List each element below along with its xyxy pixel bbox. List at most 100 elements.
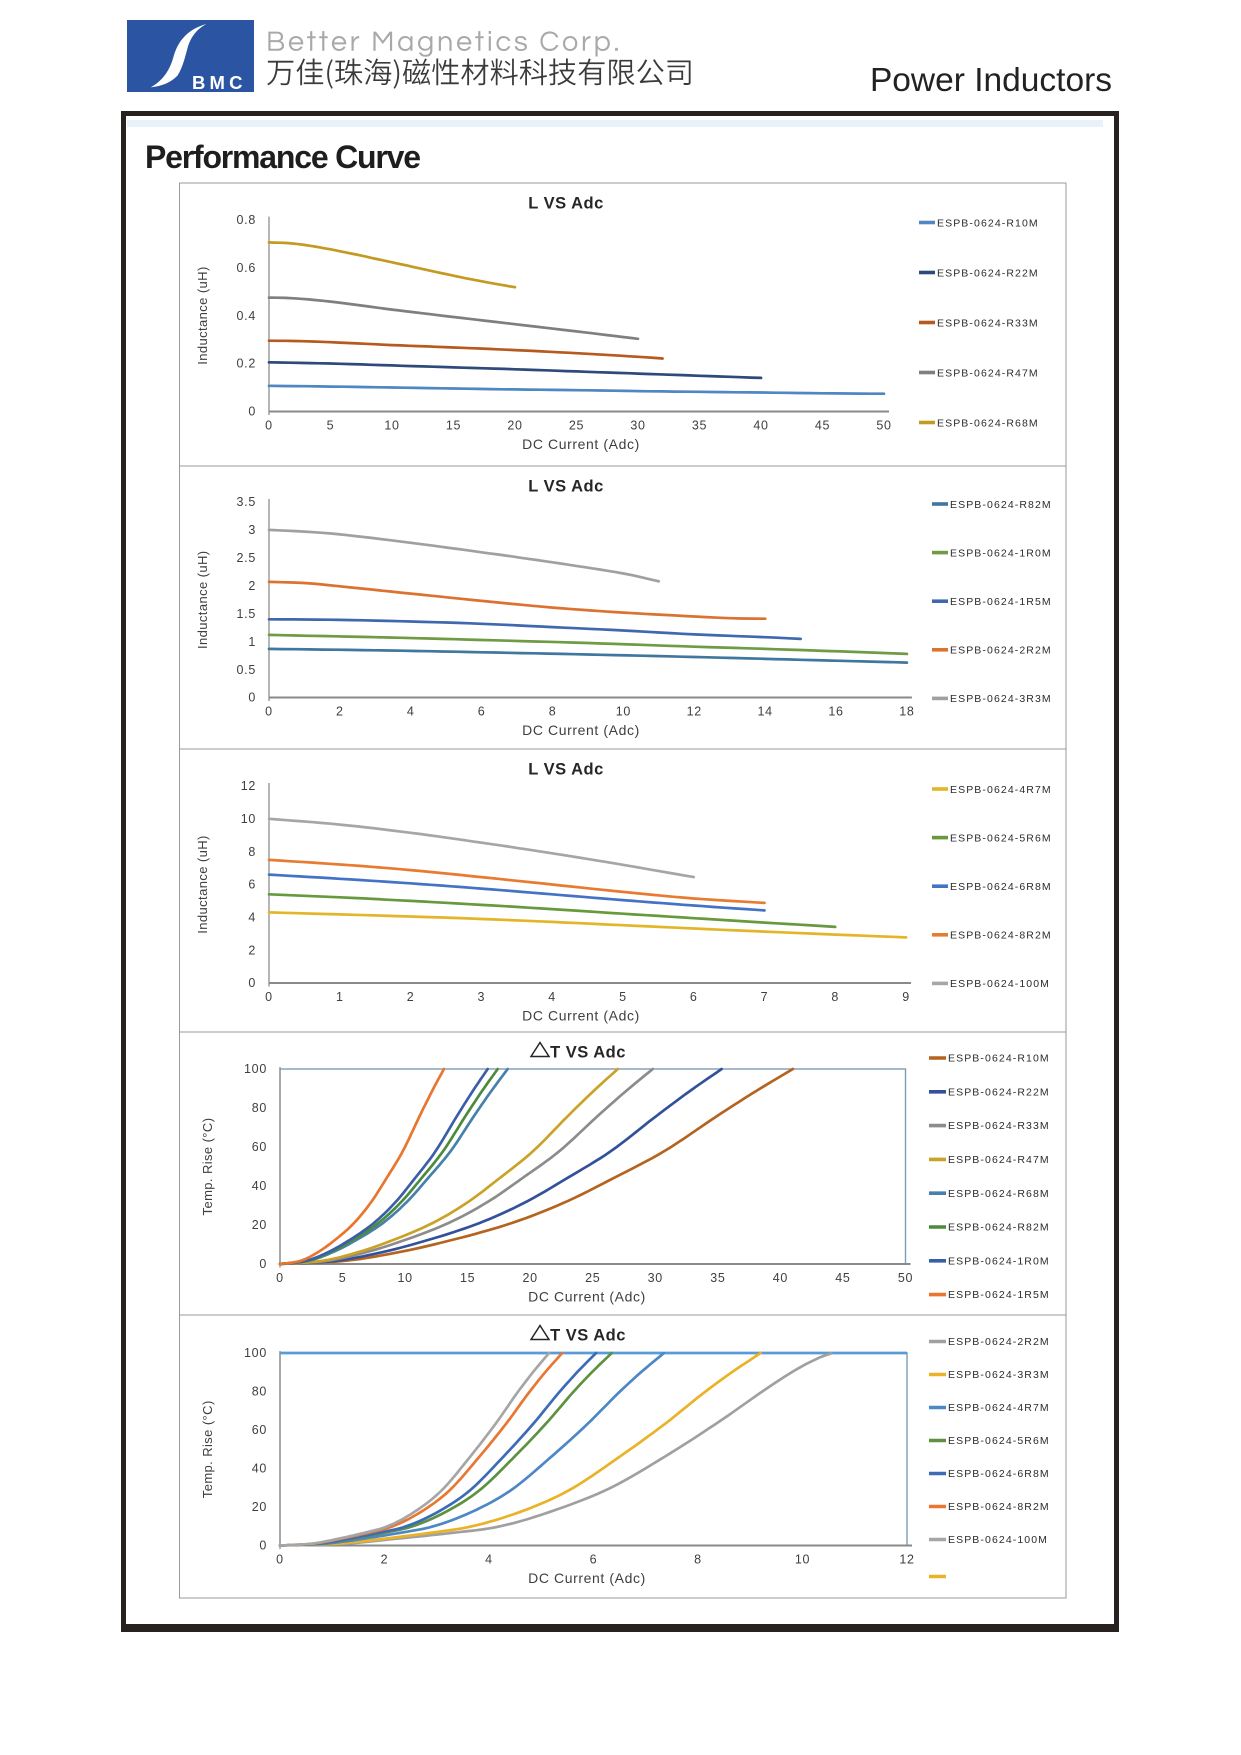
svg-text:ESPB-0624-1R5M: ESPB-0624-1R5M bbox=[950, 596, 1052, 608]
svg-text:40: 40 bbox=[252, 1179, 267, 1193]
svg-text:ESPB-0624-5R6M: ESPB-0624-5R6M bbox=[950, 832, 1052, 844]
svg-text:45: 45 bbox=[815, 419, 830, 433]
svg-text:0: 0 bbox=[265, 705, 273, 719]
svg-text:ESPB-0624-R82M: ESPB-0624-R82M bbox=[950, 499, 1052, 511]
svg-text:1: 1 bbox=[336, 990, 344, 1004]
svg-text:2: 2 bbox=[407, 990, 415, 1004]
svg-text:ESPB-0624-8R2M: ESPB-0624-8R2M bbox=[948, 1501, 1050, 1513]
svg-text:0.5: 0.5 bbox=[237, 663, 256, 677]
svg-text:0.8: 0.8 bbox=[237, 213, 256, 227]
svg-text:9: 9 bbox=[902, 990, 910, 1004]
svg-text:80: 80 bbox=[252, 1101, 267, 1115]
svg-text:Power Inductors: Power Inductors bbox=[870, 62, 1112, 99]
svg-text:5: 5 bbox=[619, 990, 627, 1004]
svg-text:ESPB-0624-3R3M: ESPB-0624-3R3M bbox=[950, 693, 1052, 705]
svg-text:6: 6 bbox=[478, 705, 486, 719]
svg-text:7: 7 bbox=[761, 990, 769, 1004]
svg-text:4: 4 bbox=[485, 1553, 493, 1567]
svg-text:ESPB-0624-R82M: ESPB-0624-R82M bbox=[948, 1222, 1050, 1234]
svg-text:45: 45 bbox=[835, 1271, 850, 1285]
svg-text:18: 18 bbox=[899, 705, 914, 719]
svg-text:ESPB-0624-4R7M: ESPB-0624-4R7M bbox=[948, 1402, 1050, 1414]
svg-text:10: 10 bbox=[616, 705, 631, 719]
svg-text:DC Current (Adc): DC Current (Adc) bbox=[522, 1008, 640, 1024]
svg-text:2: 2 bbox=[336, 705, 344, 719]
svg-text:16: 16 bbox=[828, 705, 843, 719]
svg-text:10: 10 bbox=[795, 1553, 810, 1567]
svg-text:20: 20 bbox=[252, 1500, 267, 1514]
svg-text:L VS Adc: L VS Adc bbox=[528, 478, 604, 496]
svg-text:10: 10 bbox=[241, 812, 256, 826]
svg-text:ESPB-0624-R68M: ESPB-0624-R68M bbox=[937, 417, 1039, 429]
svg-text:ESPB-0624-R47M: ESPB-0624-R47M bbox=[937, 367, 1039, 379]
svg-text:15: 15 bbox=[460, 1271, 475, 1285]
svg-text:2: 2 bbox=[381, 1553, 389, 1567]
svg-text:80: 80 bbox=[252, 1385, 267, 1399]
svg-text:3: 3 bbox=[478, 990, 486, 1004]
svg-text:20: 20 bbox=[252, 1218, 267, 1232]
svg-text:ESPB-0624-100M: ESPB-0624-100M bbox=[950, 978, 1050, 990]
svg-text:15: 15 bbox=[446, 419, 461, 433]
svg-text:Temp. Rise (°C): Temp. Rise (°C) bbox=[200, 1118, 215, 1216]
svg-text:2: 2 bbox=[248, 943, 256, 957]
svg-text:2.5: 2.5 bbox=[237, 551, 256, 565]
svg-text:0: 0 bbox=[248, 976, 256, 990]
svg-text:12: 12 bbox=[241, 779, 256, 793]
svg-text:0: 0 bbox=[276, 1271, 284, 1285]
svg-text:DC Current (Adc): DC Current (Adc) bbox=[522, 722, 640, 738]
svg-text:8: 8 bbox=[248, 845, 256, 859]
svg-text:6: 6 bbox=[590, 1553, 598, 1567]
svg-text:100: 100 bbox=[244, 1062, 267, 1076]
svg-text:50: 50 bbox=[898, 1271, 913, 1285]
svg-text:12: 12 bbox=[687, 705, 702, 719]
svg-text:ESPB-0624-R10M: ESPB-0624-R10M bbox=[948, 1053, 1050, 1065]
svg-text:5: 5 bbox=[339, 1271, 347, 1285]
svg-text:T VS Adc: T VS Adc bbox=[550, 1327, 626, 1345]
svg-text:ESPB-0624-1R5M: ESPB-0624-1R5M bbox=[948, 1289, 1050, 1301]
svg-text:T VS Adc: T VS Adc bbox=[550, 1044, 626, 1062]
svg-text:DC Current (Adc): DC Current (Adc) bbox=[528, 1570, 646, 1586]
svg-text:14: 14 bbox=[758, 705, 773, 719]
svg-text:ESPB-0624-2R2M: ESPB-0624-2R2M bbox=[948, 1336, 1050, 1348]
svg-text:20: 20 bbox=[507, 419, 522, 433]
svg-text:0: 0 bbox=[265, 990, 273, 1004]
svg-text:5: 5 bbox=[327, 419, 335, 433]
svg-text:8: 8 bbox=[694, 1553, 702, 1567]
svg-text:ESPB-0624-8R2M: ESPB-0624-8R2M bbox=[950, 930, 1052, 942]
svg-text:ESPB-0624-R10M: ESPB-0624-R10M bbox=[937, 217, 1039, 229]
svg-text:BMC: BMC bbox=[192, 72, 247, 93]
svg-text:L VS Adc: L VS Adc bbox=[528, 761, 604, 779]
svg-text:100: 100 bbox=[244, 1346, 267, 1360]
svg-text:4: 4 bbox=[407, 705, 415, 719]
svg-text:40: 40 bbox=[773, 1271, 788, 1285]
svg-text:1.5: 1.5 bbox=[237, 607, 256, 621]
svg-text:Inductance (uH): Inductance (uH) bbox=[195, 835, 210, 934]
svg-text:DC Current (Adc): DC Current (Adc) bbox=[528, 1289, 646, 1305]
svg-text:35: 35 bbox=[692, 419, 707, 433]
svg-text:10: 10 bbox=[397, 1271, 412, 1285]
svg-text:0: 0 bbox=[248, 691, 256, 705]
svg-text:ESPB-0624-1R0M: ESPB-0624-1R0M bbox=[950, 547, 1052, 559]
svg-text:2: 2 bbox=[248, 579, 256, 593]
svg-text:30: 30 bbox=[630, 419, 645, 433]
svg-text:ESPB-0624-R22M: ESPB-0624-R22M bbox=[937, 267, 1039, 279]
svg-text:60: 60 bbox=[252, 1140, 267, 1154]
svg-text:ESPB-0624-R33M: ESPB-0624-R33M bbox=[948, 1120, 1050, 1132]
svg-text:4: 4 bbox=[248, 911, 256, 925]
svg-text:L VS Adc: L VS Adc bbox=[528, 195, 604, 213]
svg-text:Inductance (uH): Inductance (uH) bbox=[195, 551, 210, 650]
svg-text:ESPB-0624-2R2M: ESPB-0624-2R2M bbox=[950, 645, 1052, 657]
svg-text:Temp. Rise (°C): Temp. Rise (°C) bbox=[200, 1400, 215, 1498]
svg-text:ESPB-0624-6R8M: ESPB-0624-6R8M bbox=[948, 1468, 1050, 1480]
svg-text:3: 3 bbox=[248, 523, 256, 537]
svg-text:0: 0 bbox=[265, 419, 273, 433]
svg-text:8: 8 bbox=[549, 705, 557, 719]
svg-text:0.4: 0.4 bbox=[237, 309, 256, 323]
svg-text:0: 0 bbox=[276, 1553, 284, 1567]
svg-text:Inductance (uH): Inductance (uH) bbox=[195, 266, 210, 365]
svg-text:25: 25 bbox=[569, 419, 584, 433]
svg-text:50: 50 bbox=[876, 419, 891, 433]
svg-text:0: 0 bbox=[259, 1257, 267, 1271]
svg-text:35: 35 bbox=[710, 1271, 725, 1285]
svg-text:DC Current (Adc): DC Current (Adc) bbox=[522, 436, 640, 452]
